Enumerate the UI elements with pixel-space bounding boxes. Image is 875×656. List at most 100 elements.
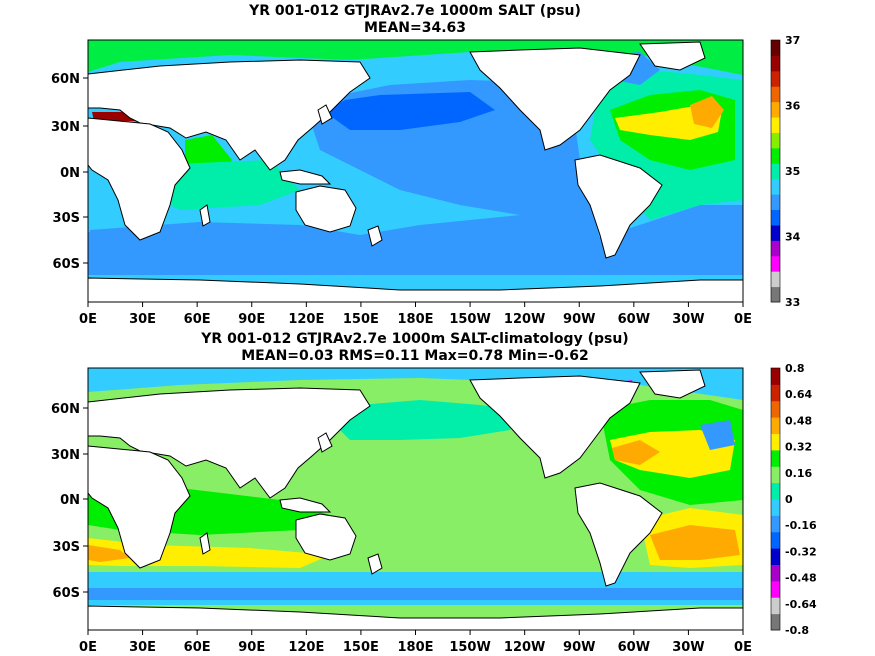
colorbar-swatch	[771, 178, 780, 195]
colorbar-swatch	[771, 564, 780, 582]
colorbar-tick-label: -0.8	[785, 624, 809, 637]
colorbar-frame	[770, 39, 781, 303]
map1	[88, 40, 743, 302]
colorbar-swatch	[771, 433, 780, 451]
colorbar-swatch	[771, 224, 780, 241]
x-tick-label: 120E	[288, 640, 324, 655]
map1-southern-band	[88, 205, 743, 275]
colorbar-tick-label: 0.8	[785, 362, 805, 375]
map1-africa	[88, 117, 191, 241]
salinity-panel: YR 001-012 GTJRAv2.7e 1000m SALT (psu) M…	[249, 3, 581, 36]
colorbar-tick-label: 0.32	[785, 441, 812, 454]
map2-north-pacific-teal	[330, 400, 520, 440]
x-tick-label: 60W	[618, 640, 650, 655]
y-tick-label: 60N	[51, 402, 80, 417]
colorbar-swatch	[771, 400, 780, 418]
colorbar-swatch	[771, 368, 780, 385]
y-tick-label: 30S	[53, 540, 80, 555]
panel2-title: YR 001-012 GTJRAv2.7e 1000m SALT-climato…	[201, 331, 629, 347]
map1-newzealand	[367, 225, 383, 247]
colorbar-swatch	[771, 209, 780, 226]
map1-madagascar	[199, 204, 211, 227]
colorbar-swatch	[771, 117, 780, 133]
map1-land	[88, 41, 743, 302]
x-tick-label: 90E	[238, 640, 265, 655]
x-tick-label: 30E	[129, 640, 156, 655]
colorbar-tick-label: 0.48	[785, 414, 812, 427]
map1-south-america	[574, 154, 663, 259]
colorbar-swatch	[771, 580, 780, 598]
colorbar-swatch	[771, 548, 780, 565]
colorbar-tick-label: -0.48	[785, 572, 817, 585]
map2-labrador-blue	[700, 420, 735, 450]
colorbar-swatch	[771, 449, 780, 467]
x-tick-label: 90W	[563, 312, 595, 327]
colorbar-swatch	[771, 417, 780, 434]
x-tick-label: 90W	[563, 640, 595, 655]
map1-nw-pacific-darker	[325, 92, 495, 130]
colorbar-swatch	[771, 86, 780, 103]
colorbar-swatch	[771, 466, 780, 484]
anomaly-panel: YR 001-012 GTJRAv2.7e 1000m SALT-climato…	[0, 330, 875, 656]
panel1-subtitle: MEAN=34.63	[363, 20, 467, 36]
y-tick-label: 60S	[53, 586, 80, 601]
map1-indonesia	[279, 169, 332, 185]
map2-africa	[88, 445, 191, 569]
x-tick-label: 0E	[79, 640, 97, 655]
colorbar-swatch	[771, 531, 780, 549]
y-tick-label: 60S	[53, 257, 80, 272]
x-tick-label: 150E	[343, 312, 379, 327]
map1-greenland	[639, 41, 706, 71]
colorbar-swatch	[771, 163, 780, 180]
panel1-title: YR 001-012 GTJRAv2.7e 1000m SALT (psu)	[249, 3, 581, 19]
colorbar-swatch	[771, 55, 780, 72]
colorbar-swatch	[771, 515, 780, 533]
x-tick-label: 90E	[238, 312, 265, 327]
map1-indian-teal	[150, 160, 300, 210]
map2-madagascar	[199, 532, 211, 555]
colorbar-tick-label: -0.16	[785, 519, 817, 532]
map1-eurasia	[88, 59, 371, 171]
x-tick-label: 120W	[504, 312, 545, 327]
x-tick-label: 30E	[129, 312, 156, 327]
colorbar-tick-label: 35	[785, 165, 800, 178]
colorbar-swatch	[771, 482, 780, 500]
x-tick-label: 30W	[672, 312, 704, 327]
y-tick-label: 30N	[51, 120, 80, 135]
map1-north-america	[469, 47, 641, 151]
y-tick-label: 0N	[60, 166, 80, 181]
map2	[88, 368, 743, 630]
colorbar-tick-label: -0.64	[785, 598, 817, 611]
colorbar-tick-label: 0.64	[785, 388, 812, 401]
x-tick-label: 150W	[449, 312, 490, 327]
x-tick-label: 0E	[79, 312, 97, 327]
map2-south-atlantic-orange	[650, 525, 740, 560]
colorbar-tick-label: 0.16	[785, 467, 812, 480]
colorbar-swatch	[771, 255, 780, 272]
map1-atlantic-orange	[690, 96, 724, 128]
x-tick-label: 60E	[184, 640, 211, 655]
map2-japan	[317, 432, 333, 453]
map2-land	[88, 369, 743, 630]
colorbar-swatch	[771, 101, 780, 118]
map1-antarctica	[88, 277, 743, 302]
colorbar-swatch	[771, 132, 780, 149]
x-tick-label: 60E	[184, 312, 211, 327]
map2-eurasia	[88, 387, 371, 499]
colorbar-swatch	[771, 70, 780, 87]
map1-japan	[317, 104, 333, 125]
map2-southern-blue	[88, 588, 743, 600]
x-tick-label: 60W	[618, 312, 650, 327]
colorbar-swatch	[771, 40, 780, 56]
colorbar-swatch	[771, 384, 780, 402]
map2-australia	[295, 513, 357, 561]
x-tick-label: 150W	[449, 640, 490, 655]
colorbar-swatch	[771, 147, 780, 164]
map1-australia	[295, 185, 357, 233]
colorbar-tick-label: -0.32	[785, 545, 817, 558]
x-tick-label: 30W	[672, 640, 704, 655]
y-tick-label: 30N	[51, 448, 80, 463]
colorbar-tick-label: 37	[785, 34, 800, 47]
colorbar-tick-label: 36	[785, 100, 801, 113]
